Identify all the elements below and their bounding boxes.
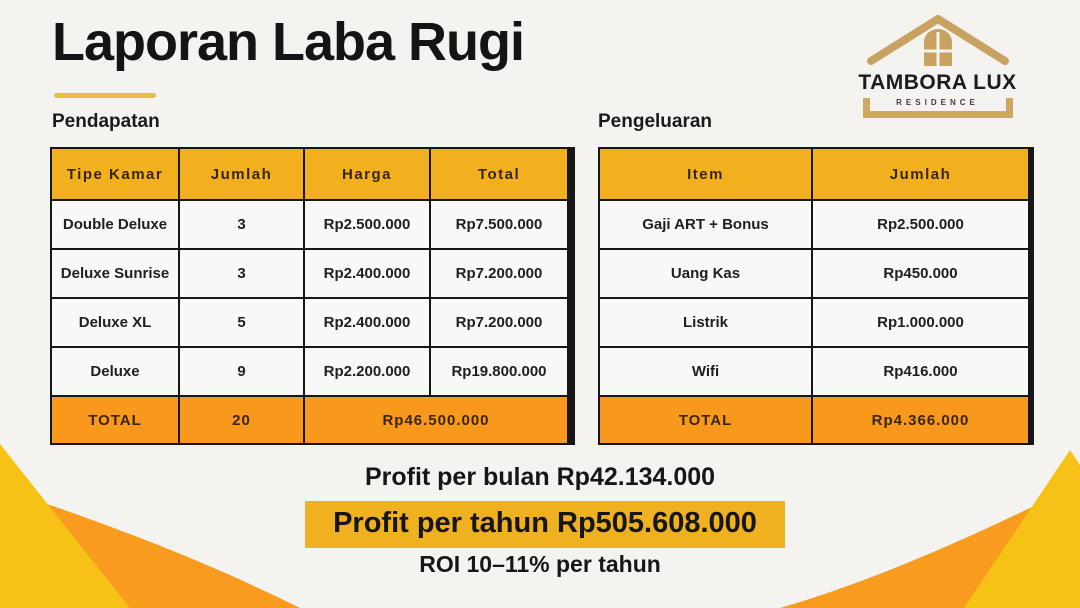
table-cell: Rp450.000 xyxy=(813,250,1028,297)
column-header: Jumlah xyxy=(180,149,303,199)
table-cell: 9 xyxy=(180,348,303,395)
page-title: Laporan Laba Rugi xyxy=(52,12,525,72)
table-cell: Rp2.400.000 xyxy=(305,250,429,297)
corner-decoration xyxy=(0,444,1080,608)
table-cell: Deluxe XL xyxy=(52,299,178,346)
table-cell: 3 xyxy=(180,250,303,297)
logo-bracket: RESIDENCE xyxy=(862,98,1013,118)
table-cell: Rp2.400.000 xyxy=(305,299,429,346)
table-cell: Rp7.200.000 xyxy=(431,299,567,346)
column-header: Harga xyxy=(305,149,429,199)
table-cell: Wifi xyxy=(600,348,811,395)
profit-yearly-text: Profit per tahun Rp505.608.000 xyxy=(333,507,757,539)
table-cell: Rp2.500.000 xyxy=(305,201,429,248)
column-header: Tipe Kamar xyxy=(52,149,178,199)
profit-yearly-highlight: Profit per tahun Rp505.608.000 xyxy=(305,501,785,548)
table-cell: Rp2.200.000 xyxy=(305,348,429,395)
logo-name: TAMBORA LUX xyxy=(858,71,1017,94)
table-cell: Uang Kas xyxy=(600,250,811,297)
expense-table: Item Jumlah Gaji ART + Bonus Rp2.500.000… xyxy=(598,147,1034,445)
total-amount-cell: Rp4.366.000 xyxy=(813,397,1028,443)
roi-text: ROI 10–11% per tahun xyxy=(419,551,661,577)
table-cell: Double Deluxe xyxy=(52,201,178,248)
income-table: Tipe Kamar Jumlah Harga Total Double Del… xyxy=(50,147,575,445)
company-logo: TAMBORA LUX RESIDENCE xyxy=(845,8,1030,118)
house-roof-icon xyxy=(866,15,1009,66)
table-cell: Rp2.500.000 xyxy=(813,201,1028,248)
logo-tagline: RESIDENCE xyxy=(896,98,979,107)
total-amount-cell: Rp46.500.000 xyxy=(305,397,567,443)
table-cell: Deluxe Sunrise xyxy=(52,250,178,297)
expense-section-label: Pengeluaran xyxy=(598,111,713,132)
total-label-cell: TOTAL xyxy=(52,397,178,443)
column-header: Jumlah xyxy=(813,149,1028,199)
table-cell: 5 xyxy=(180,299,303,346)
column-header: Total xyxy=(431,149,567,199)
table-cell: Rp7.500.000 xyxy=(431,201,567,248)
total-count-cell: 20 xyxy=(180,397,303,443)
table-cell: Deluxe xyxy=(52,348,178,395)
table-cell: Listrik xyxy=(600,299,811,346)
table-cell: Rp19.800.000 xyxy=(431,348,567,395)
column-header: Item xyxy=(600,149,811,199)
profit-monthly-text: Profit per bulan Rp42.134.000 xyxy=(364,463,716,491)
table-cell: 3 xyxy=(180,201,303,248)
table-cell: Rp416.000 xyxy=(813,348,1028,395)
table-cell: Rp7.200.000 xyxy=(431,250,567,297)
title-underline xyxy=(54,93,156,98)
table-cell: Gaji ART + Bonus xyxy=(600,201,811,248)
table-cell: Rp1.000.000 xyxy=(813,299,1028,346)
total-label-cell: TOTAL xyxy=(600,397,811,443)
income-section-label: Pendapatan xyxy=(52,111,160,132)
